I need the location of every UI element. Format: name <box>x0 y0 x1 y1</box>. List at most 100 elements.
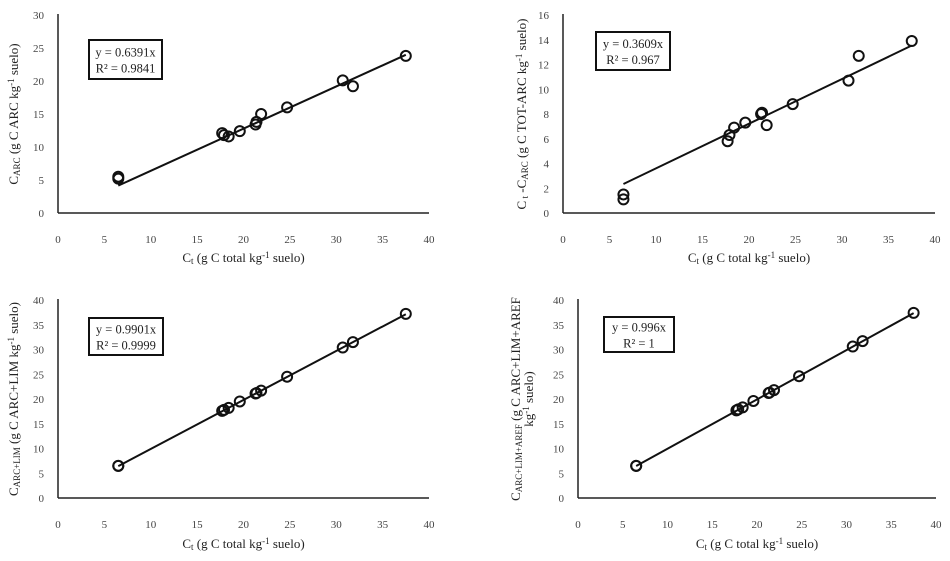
y-tick-label: 30 <box>33 10 45 22</box>
data-point <box>768 384 781 397</box>
y-tick-label: 8 <box>544 109 550 121</box>
data-point <box>255 384 268 397</box>
data-point <box>281 370 294 383</box>
y-tick-label: 0 <box>39 208 45 220</box>
data-point <box>346 80 359 93</box>
x-tick-label: 40 <box>931 519 943 531</box>
label-part: (g C total kg <box>194 536 263 551</box>
data-point <box>856 335 869 348</box>
equation-box <box>595 31 671 71</box>
x-tick-label: 15 <box>192 234 204 246</box>
data-point <box>399 49 412 62</box>
y-axis-label: CARC+LIM (g C ARC+LIM kg-1 suelo) <box>6 302 22 496</box>
x-tick-label: 20 <box>744 234 756 246</box>
data-point <box>747 394 760 407</box>
label-part: C <box>696 536 705 551</box>
y-tick-label: 0 <box>559 493 565 505</box>
data-point <box>728 121 741 134</box>
y-axis-label: CARC+LIM+AREF (g C ARC+LIM+AREF <box>508 297 524 501</box>
trendline-equation: y = 0.3609x <box>603 37 664 51</box>
label-part: t <box>705 542 708 552</box>
label-part: C <box>508 492 523 501</box>
data-point <box>793 370 806 383</box>
label-part: C <box>182 536 191 551</box>
x-tick-label: 25 <box>796 519 808 531</box>
y-tick-label: 4 <box>544 159 550 171</box>
data-point <box>112 459 125 472</box>
label-part: t <box>697 256 700 266</box>
x-tick-label: 40 <box>424 519 436 531</box>
data-point <box>233 125 246 138</box>
data-point <box>756 106 769 119</box>
label-part: (g C ARC+LIM+AREF <box>508 297 523 424</box>
x-tick-label: 15 <box>192 519 204 531</box>
y-tick-label: 5 <box>559 468 565 480</box>
data-point <box>721 135 734 148</box>
y-tick-label: 0 <box>544 208 550 220</box>
label-part: (g C TOT-ARC kg <box>514 61 529 162</box>
x-axis-label: Ct (g C total kg-1 suelo) <box>182 250 304 266</box>
label-part: t <box>520 196 530 201</box>
label-part: -1 <box>262 536 270 546</box>
data-point <box>346 336 359 349</box>
data-point <box>233 395 246 408</box>
x-tick-label: 15 <box>697 234 709 246</box>
x-tick-label: 0 <box>560 234 566 246</box>
label-part: C <box>182 250 191 265</box>
x-tick-label: 30 <box>331 519 343 531</box>
y-tick-label: 16 <box>538 10 550 22</box>
equation-box <box>603 316 675 353</box>
label-part: -1 <box>262 250 270 260</box>
trendline-equation: y = 0.996x <box>612 321 667 335</box>
data-point <box>336 341 349 354</box>
x-tick-label: 35 <box>883 234 895 246</box>
label-part: (g C total kg <box>699 250 768 265</box>
data-point <box>736 401 749 414</box>
x-tick-label: 40 <box>424 234 436 246</box>
label-part: suelo) <box>270 250 305 265</box>
x-tick-label: 25 <box>790 234 802 246</box>
y-tick-label: 40 <box>553 295 565 307</box>
x-tick-label: 10 <box>651 234 663 246</box>
label-part: -1 <box>514 54 524 62</box>
x-tick-label: 10 <box>145 234 157 246</box>
label-part: C <box>514 201 529 210</box>
label-part: (g C ARC kg <box>6 85 21 157</box>
data-point <box>281 101 294 114</box>
y-tick-label: 20 <box>33 394 45 406</box>
data-point <box>786 98 799 111</box>
x-tick-label: 25 <box>284 234 296 246</box>
label-part: -1 <box>6 337 16 345</box>
label-part: (g C total kg <box>194 250 263 265</box>
trendline-equation: y = 0.6391x <box>95 46 156 60</box>
y-tick-label: 15 <box>33 419 45 431</box>
x-tick-label: 35 <box>377 234 389 246</box>
label-part: -1 <box>768 250 776 260</box>
x-tick-label: 5 <box>607 234 613 246</box>
r-squared: R² = 0.9841 <box>96 62 156 76</box>
x-tick-label: 5 <box>102 519 108 531</box>
x-tick-label: 0 <box>55 519 61 531</box>
x-axis-label: Ct (g C total kg-1 suelo) <box>182 536 304 552</box>
y-tick-label: 30 <box>553 345 565 357</box>
label-part: C <box>6 176 21 185</box>
data-point <box>905 34 918 47</box>
y-tick-label: 10 <box>553 444 565 456</box>
data-point <box>216 127 229 140</box>
y-tick-label: 30 <box>33 345 45 357</box>
label-part: ARC+LIM+AREF <box>514 424 524 492</box>
data-point <box>222 130 235 143</box>
x-tick-label: 30 <box>841 519 853 531</box>
x-tick-label: 30 <box>331 234 343 246</box>
x-tick-label: 5 <box>102 234 108 246</box>
equation-box <box>88 39 163 80</box>
label-part: ARC <box>520 161 530 180</box>
y-tick-label: 25 <box>553 369 565 381</box>
label-part: ARC+LIM <box>12 447 22 487</box>
y-tick-label: 5 <box>39 175 45 187</box>
x-axis-label: Ct (g C total kg-1 suelo) <box>696 536 818 552</box>
x-tick-label: 30 <box>837 234 849 246</box>
label-part: -C <box>514 180 529 196</box>
data-point <box>852 49 865 62</box>
